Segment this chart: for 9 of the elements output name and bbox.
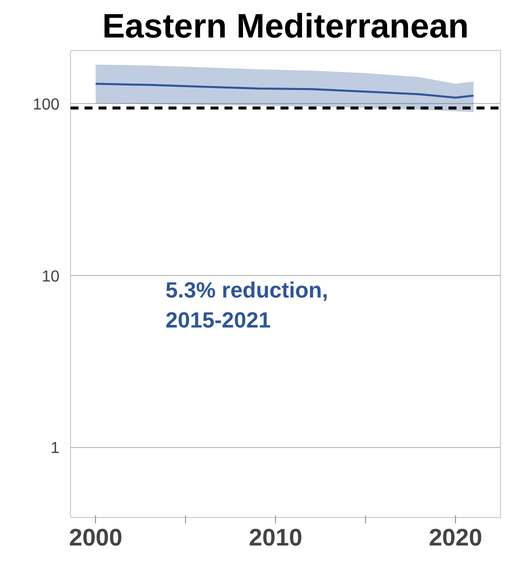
chart-title: Eastern Mediterranean [102,8,469,46]
line-series [94,82,475,99]
x-tick-label: 2020 [428,524,482,552]
y-tick-label: 1 [50,440,60,458]
x-tick-label: 2010 [248,524,302,552]
x-tick-label: 2000 [68,524,122,552]
annotation: 5.3% reduction, 2015-2021 [166,278,328,332]
y-tick-label: 10 [42,268,60,286]
y-tick-label: 100 [32,96,60,114]
